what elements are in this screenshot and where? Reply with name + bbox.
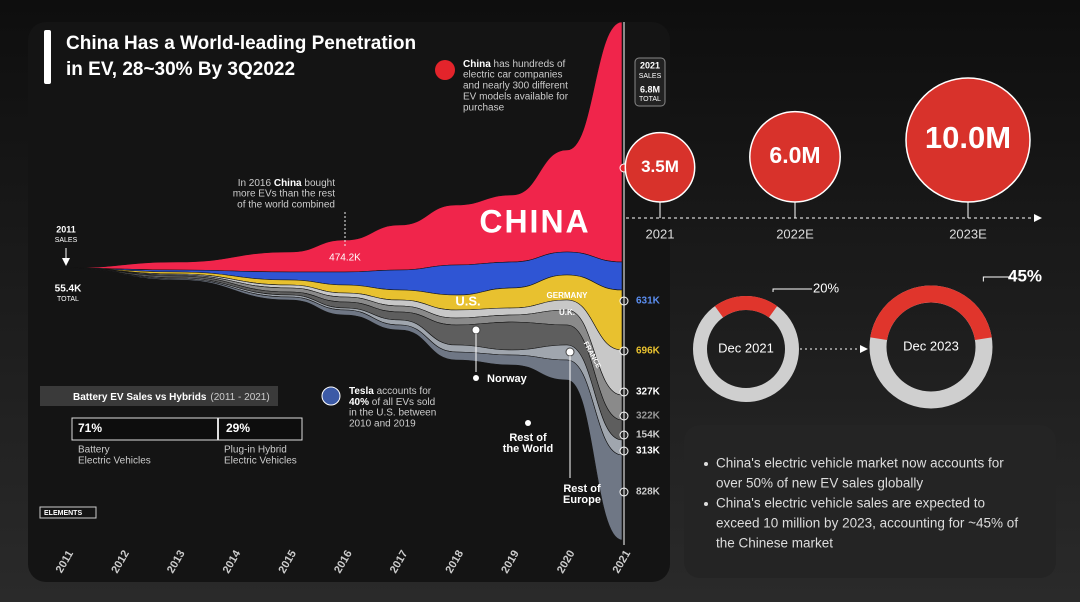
end-value: 327K: [636, 387, 661, 398]
bubble-label: 10.0M: [925, 120, 1011, 155]
start-label: 2011: [56, 224, 76, 234]
split-title: Battery EV Sales vs Hybrids (2011 - 2021): [73, 392, 270, 403]
penetration: Dec 2021 20% Dec 2023 45%: [693, 266, 1042, 409]
dot: [525, 420, 531, 426]
region-label: Europe: [563, 494, 601, 506]
tesla-note: Tesla accounts for: [349, 386, 432, 397]
dot: [473, 375, 479, 381]
split-share: 71%: [78, 421, 102, 435]
china-note: purchase: [463, 103, 505, 114]
logo-box: [39, 506, 97, 519]
stream-layer: [64, 267, 623, 541]
donut-arc: [714, 296, 778, 318]
end-value: 322K: [636, 411, 661, 422]
tesla-note: 40% of all EVs sold: [349, 397, 435, 408]
end-value: 154K: [636, 430, 661, 441]
forecast: 3.5M 2021 6.0M 2022E 10.0M 2023E: [624, 77, 1031, 241]
leader: [982, 276, 1011, 282]
end-value: 828K: [636, 487, 661, 498]
split-bar: [71, 417, 303, 441]
bubble: [624, 131, 696, 203]
badge-text: TOTAL: [639, 96, 661, 103]
year-label: 2023E: [949, 226, 987, 241]
bubble: [905, 77, 1031, 203]
donut-value: 20%: [813, 280, 839, 295]
title-bar: [44, 30, 51, 84]
end-value: 631K: [636, 296, 661, 307]
region-label: Rest of: [563, 483, 601, 495]
year-label: 2022E: [776, 226, 814, 241]
bullets: China's electric vehicle market now acco…: [704, 456, 1018, 551]
bullet-text: over 50% of new EV sales globally: [716, 476, 923, 491]
donut-arc: [870, 285, 992, 341]
bullet-text: the Chinese market: [716, 536, 833, 551]
badge: [634, 57, 666, 107]
china-note: electric car companies: [463, 70, 562, 81]
note-2016: more EVs than the rest: [233, 189, 335, 200]
china-flag: [435, 60, 455, 80]
region-label: Norway: [487, 373, 528, 385]
logo: ELEMENTS: [44, 510, 82, 517]
region-label: the World: [503, 443, 554, 455]
region-label: GERMANY: [547, 291, 589, 300]
note-2016: In 2016 China bought: [238, 178, 336, 189]
badge-text: 6.8M: [640, 84, 660, 94]
title: in EV, 28~30% By 3Q2022: [66, 59, 295, 80]
split-label: Electric Vehicles: [224, 456, 297, 467]
start-total: TOTAL: [57, 296, 79, 303]
dot: [471, 325, 481, 335]
china-note: and nearly 300 different: [463, 81, 568, 92]
split-label: Electric Vehicles: [78, 456, 151, 467]
tesla-note: 2010 and 2019: [349, 419, 416, 430]
bubble-label: 3.5M: [641, 157, 679, 176]
region-label: Rest of: [509, 432, 547, 444]
end-value: 313K: [636, 446, 661, 457]
bullet-dot: [704, 502, 708, 506]
dot: [565, 347, 575, 357]
split-label: Plug-in Hybrid: [224, 445, 287, 456]
donut-value: 45%: [1008, 266, 1042, 285]
split-label: Battery: [78, 445, 110, 456]
china-note: China has hundreds of: [463, 59, 566, 70]
bubble-label: 6.0M: [769, 142, 820, 168]
bullet-dot: [704, 462, 708, 466]
title: China Has a World-leading Penetration: [66, 33, 416, 54]
end-value: 696K: [636, 346, 661, 357]
china-note: EV models available for: [463, 92, 569, 103]
bullet-text: China's electric vehicle market now acco…: [716, 456, 1004, 471]
us-flag: [321, 386, 341, 406]
year-label: 2021: [646, 226, 675, 241]
bullet-text: exceed 10 million by 2023, accounting fo…: [716, 516, 1018, 531]
tesla-note: in the U.S. between: [349, 408, 436, 419]
badge-text: SALES: [639, 73, 662, 80]
bullet-text: China's electric vehicle sales are expec…: [716, 496, 985, 511]
start-total: 55.4K: [55, 284, 82, 295]
note-2016: of the world combined: [237, 200, 335, 211]
donut-label: Dec 2023: [903, 338, 959, 353]
leader: [772, 288, 812, 292]
bullet-panel: [684, 425, 1056, 578]
split-share: 29%: [226, 421, 250, 435]
split-header: [40, 386, 278, 406]
marker-2016: 474.2K: [329, 253, 361, 264]
badge-text: 2021: [640, 60, 660, 70]
bubble: [749, 110, 841, 203]
region-label: CHINA: [479, 203, 590, 239]
region-label: U.S.: [455, 293, 480, 308]
region-label: U.K.: [559, 308, 575, 317]
donut-label: Dec 2021: [718, 340, 774, 355]
start-label: SALES: [55, 237, 78, 244]
